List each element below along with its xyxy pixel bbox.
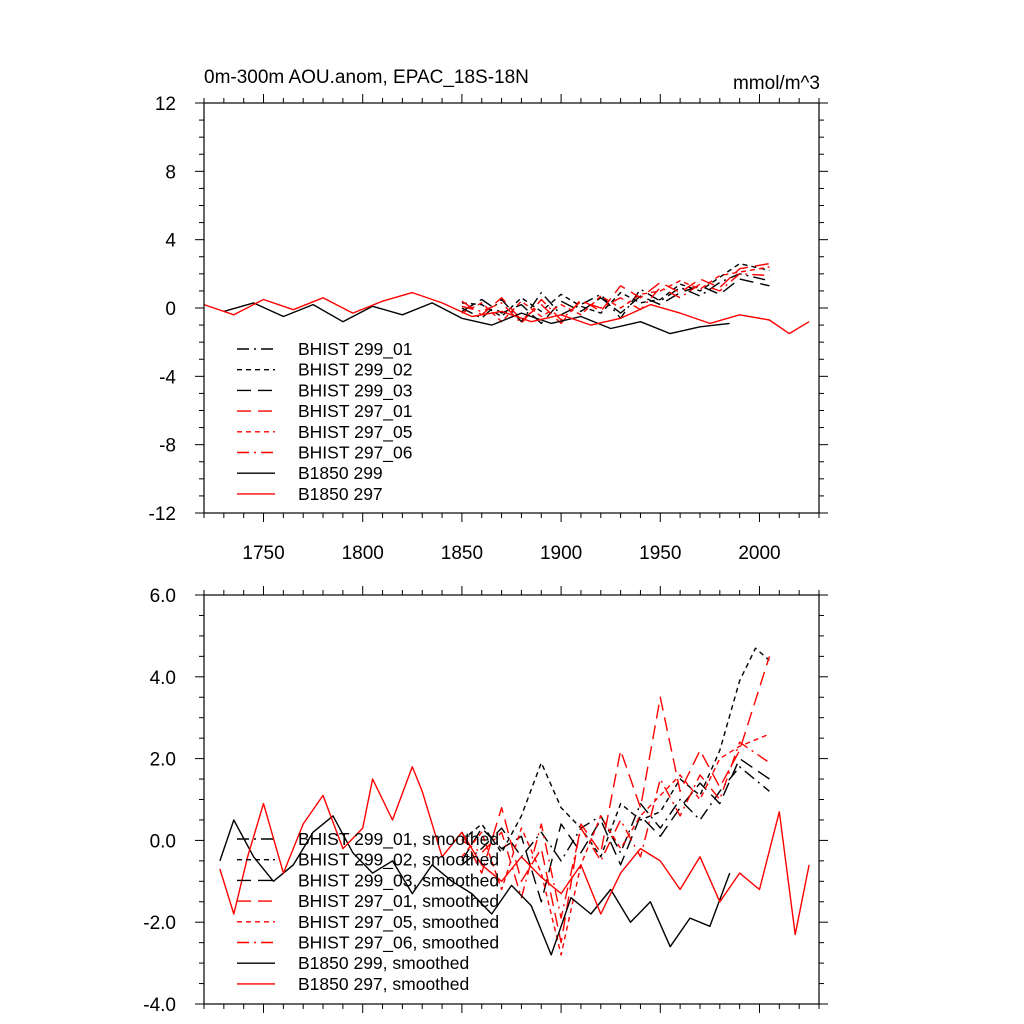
bottom-series-line-2 <box>461 757 770 903</box>
bottom-ytick-label-3: 2.0 <box>150 750 176 771</box>
top-series-line-4 <box>461 266 770 323</box>
top-legend-label-7: B1850 297 <box>298 484 383 504</box>
bottom-legend-label-3: BHIST 297_01, smoothed <box>298 891 499 912</box>
bottom-series-line-1 <box>461 647 770 858</box>
bottom-legend-label-2: BHIST 299_03, smoothed <box>298 870 499 891</box>
top-panel-units: mmol/m^3 <box>733 73 820 94</box>
top-ytick-label-3: 0 <box>165 299 176 320</box>
bottom-ytick-label-2: 0.0 <box>150 831 176 852</box>
bottom-ytick-label-1: -2.0 <box>143 913 176 934</box>
top-xtick-label-2: 1850 <box>441 543 483 564</box>
top-xtick-label-4: 1950 <box>639 543 681 564</box>
bottom-ytick-label-0: -4.0 <box>143 995 176 1016</box>
bottom-panel-ticks: -4.0 -2.0 0.0 2.0 4.0 6.0 <box>143 586 828 1016</box>
top-xtick-label-0: 1750 <box>242 543 284 564</box>
top-legend-label-3: BHIST 297_01 <box>298 401 412 422</box>
bottom-ytick-label-5: 6.0 <box>150 586 176 607</box>
bottom-series-line-3 <box>461 656 771 944</box>
bottom-ytick-label-4: 4.0 <box>150 668 176 689</box>
bottom-panel-frame <box>203 594 820 1005</box>
top-panel-ticks: -12 -8 -4 0 4 8 12 1750 1800 1850 1900 1950 2000 <box>149 94 828 564</box>
top-legend-label-4: BHIST 297_05 <box>298 422 412 443</box>
top-legend-label-6: B1850 299 <box>298 463 383 483</box>
top-legend-label-5: BHIST 297_06 <box>298 443 412 464</box>
top-ytick-label-1: -8 <box>159 436 176 457</box>
top-series-line-2 <box>461 278 770 325</box>
bottom-series-line-6 <box>219 815 731 956</box>
bottom-legend-label-6: B1850 299, smoothed <box>298 953 469 973</box>
top-ytick-label-0: -12 <box>149 504 176 525</box>
top-legend-label-1: BHIST 299_02 <box>298 360 412 381</box>
bottom-panel-series <box>219 647 810 956</box>
top-xtick-label-3: 1900 <box>540 543 582 564</box>
top-series-line-5 <box>461 273 770 325</box>
top-series-line-7 <box>203 291 810 335</box>
top-series-line-3 <box>461 262 770 325</box>
top-xtick-label-1: 1800 <box>342 543 384 564</box>
bottom-legend-label-5: BHIST 297_06, smoothed <box>298 933 499 954</box>
bottom-series-line-7 <box>219 766 810 936</box>
top-ytick-label-4: 4 <box>165 231 176 252</box>
top-xtick-label-5: 2000 <box>738 543 780 564</box>
top-series-line-6 <box>223 302 730 335</box>
bottom-legend-label-7: B1850 297, smoothed <box>298 974 469 994</box>
top-panel-title: 0m-300m AOU.anom, EPAC_18S-18N <box>204 67 529 88</box>
bottom-legend-label-0: BHIST 299_01, smoothed <box>298 829 499 850</box>
top-panel: 0m-300m AOU.anom, EPAC_18S-18N mmol/m^3 … <box>149 67 828 564</box>
top-ytick-label-2: -4 <box>159 367 176 388</box>
top-series-line-1 <box>461 262 770 318</box>
top-ytick-label-5: 8 <box>165 162 176 183</box>
top-ytick-label-6: 12 <box>155 94 176 115</box>
bottom-series-line-4 <box>461 733 770 956</box>
top-panel-series <box>203 262 810 335</box>
top-series-line-0 <box>461 273 770 323</box>
top-legend-label-2: BHIST 299_03 <box>298 380 412 401</box>
bottom-legend-label-4: BHIST 297_05, smoothed <box>298 912 499 933</box>
top-legend-label-0: BHIST 299_01 <box>298 339 412 360</box>
bottom-legend-label-1: BHIST 299_02, smoothed <box>298 850 499 871</box>
